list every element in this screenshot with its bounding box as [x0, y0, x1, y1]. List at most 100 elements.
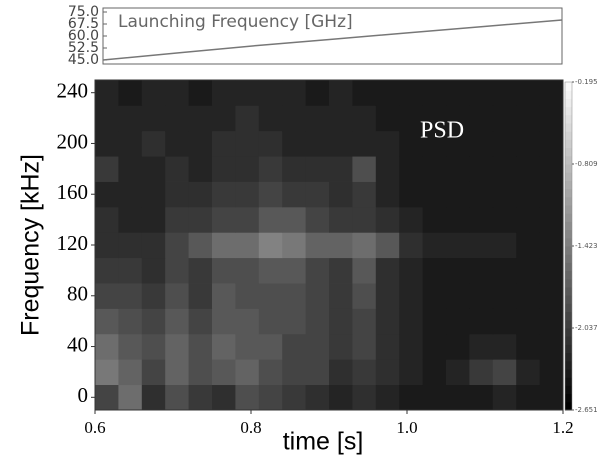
- y-tick-label: 60.0: [68, 28, 99, 44]
- cell: [329, 105, 353, 132]
- colorbar-step: [565, 319, 572, 329]
- cell: [399, 130, 423, 157]
- cell: [212, 257, 236, 284]
- cell: [469, 333, 494, 360]
- cell: [165, 283, 189, 309]
- cell: [375, 333, 400, 360]
- cell: [446, 206, 470, 233]
- y-tick-label: 200: [57, 129, 89, 153]
- colorbar-tick-label: -2.651: [575, 406, 598, 414]
- cell: [329, 283, 353, 309]
- cell: [375, 206, 400, 233]
- cell: [399, 333, 423, 360]
- x-tick-label: 1.2: [552, 418, 573, 437]
- cell: [375, 181, 400, 208]
- cell: [399, 156, 423, 182]
- cell: [352, 333, 377, 360]
- cell: [258, 80, 283, 106]
- cell: [258, 181, 283, 208]
- cell: [305, 308, 330, 335]
- cell: [446, 105, 470, 132]
- cell: [305, 384, 330, 411]
- cell: [305, 359, 330, 386]
- cell: [446, 333, 470, 360]
- cell: [188, 206, 213, 233]
- cell: [516, 181, 540, 208]
- x-tick-label: 1.0: [396, 418, 417, 437]
- cell: [469, 283, 494, 309]
- cell: [305, 105, 330, 132]
- cell: [516, 333, 540, 360]
- cell: [258, 105, 283, 132]
- cell: [258, 206, 283, 233]
- cell: [516, 206, 540, 233]
- colorbar-step: [565, 172, 572, 181]
- cell: [212, 283, 236, 309]
- cell: [235, 206, 260, 233]
- cell: [399, 257, 423, 284]
- cell: [305, 130, 330, 157]
- colorbar-step: [565, 139, 572, 149]
- cell: [282, 156, 306, 182]
- cell: [235, 257, 260, 284]
- cell: [375, 283, 400, 309]
- cell: [141, 384, 166, 411]
- cell: [492, 257, 517, 284]
- cell: [235, 156, 260, 182]
- cell: [282, 181, 306, 208]
- cell: [539, 257, 564, 284]
- cell: [141, 359, 166, 386]
- cell: [516, 257, 540, 284]
- cell: [118, 359, 143, 386]
- colorbar-step: [565, 385, 572, 395]
- colorbar-step: [565, 123, 572, 132]
- cell: [329, 156, 353, 182]
- cell: [212, 232, 236, 259]
- cell: [492, 80, 517, 106]
- colorbar-tick-label: -1.423: [575, 242, 598, 250]
- cell: [165, 156, 189, 182]
- cell: [258, 130, 283, 157]
- cell: [422, 359, 447, 386]
- cell: [118, 80, 143, 106]
- y-tick-label: 80: [67, 282, 88, 306]
- cell: [375, 359, 400, 386]
- cell: [469, 130, 494, 157]
- cell: [95, 308, 119, 335]
- cell: [235, 384, 260, 411]
- cell: [141, 80, 166, 106]
- cell: [352, 232, 377, 259]
- cell: [165, 105, 189, 132]
- colorbar-step: [565, 360, 572, 370]
- psd-annotation: PSD: [420, 118, 464, 144]
- cell: [141, 156, 166, 182]
- cell: [165, 181, 189, 208]
- cell: [539, 232, 564, 259]
- cell: [165, 80, 189, 106]
- top-frame: [102, 7, 563, 65]
- cell: [446, 384, 470, 411]
- cell: [188, 232, 213, 259]
- x-tick-label: 0.6: [84, 418, 105, 437]
- cell: [469, 206, 494, 233]
- colorbar-step: [565, 246, 572, 255]
- cell: [212, 105, 236, 132]
- colorbar-step: [565, 401, 572, 411]
- cell: [95, 130, 119, 157]
- cell: [235, 308, 260, 335]
- cell: [399, 80, 423, 106]
- cell: [95, 333, 119, 360]
- cell: [282, 257, 306, 284]
- cell: [118, 232, 143, 259]
- cell: [352, 156, 377, 182]
- line: [102, 19, 563, 61]
- cell: [282, 206, 306, 233]
- cell: [375, 105, 400, 132]
- cell: [282, 80, 306, 106]
- cell: [305, 80, 330, 106]
- cell: [422, 384, 447, 411]
- cell: [329, 232, 353, 259]
- colorbar-step: [565, 295, 572, 304]
- cell: [352, 257, 377, 284]
- cell: [352, 80, 377, 106]
